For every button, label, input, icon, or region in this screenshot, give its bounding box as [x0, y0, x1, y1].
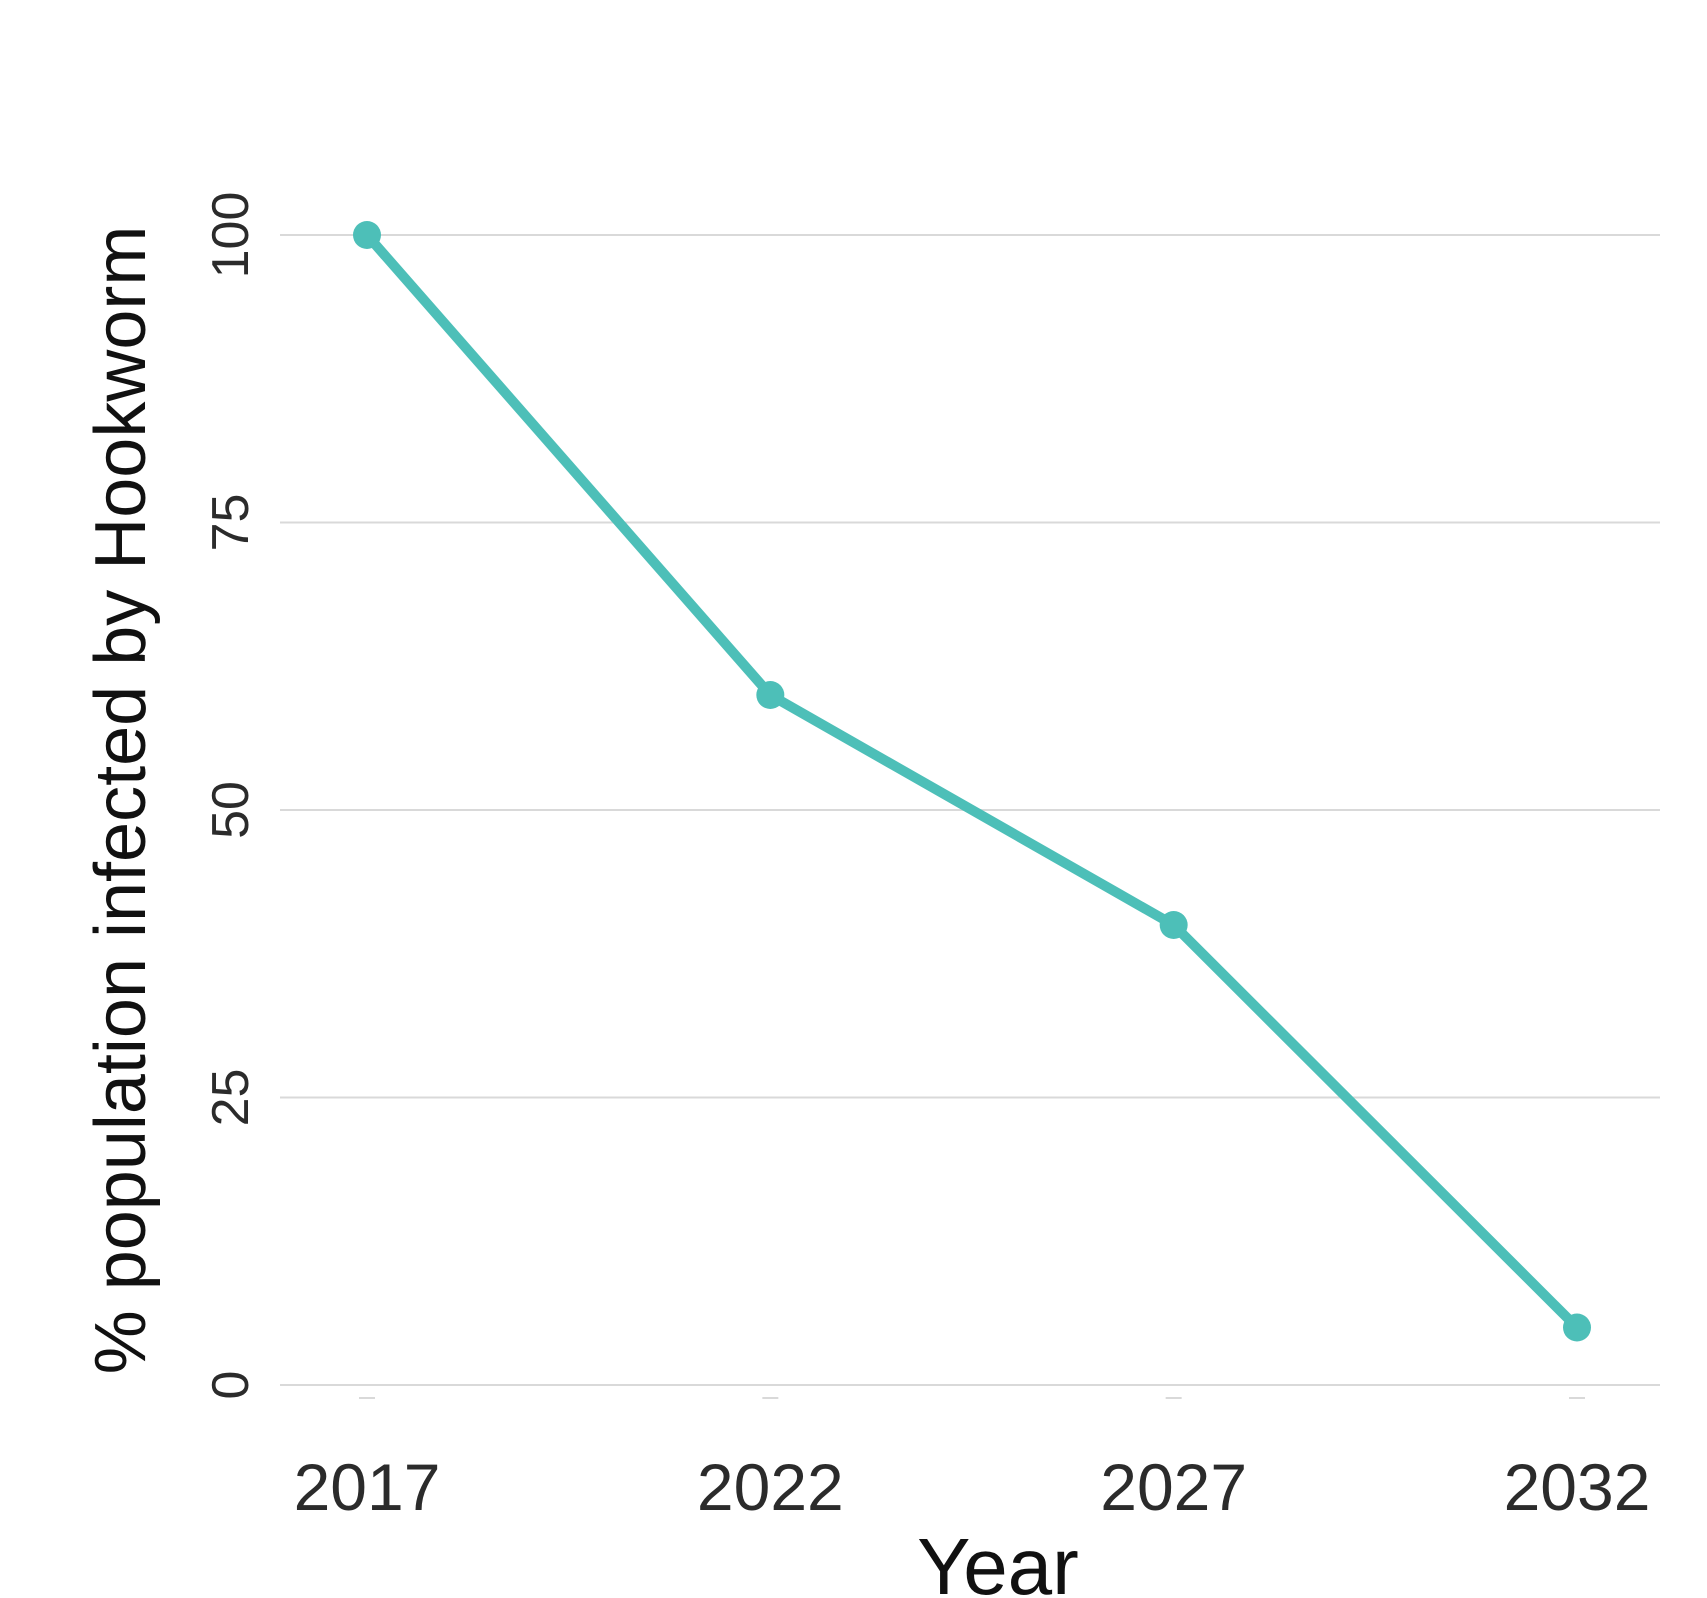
x-tick-labels: 2017 2022 2027 2032: [294, 1450, 1651, 1524]
y-tick-label: 100: [202, 192, 260, 279]
data-point: [353, 221, 381, 249]
y-tick-label: 25: [202, 1069, 260, 1127]
y-tick-label: 0: [202, 1371, 260, 1400]
series-layer: [353, 221, 1591, 1342]
y-tick-label: 50: [202, 781, 260, 839]
x-tick-label: 2022: [697, 1450, 844, 1524]
data-point: [1563, 1313, 1591, 1342]
x-tick-label: 2027: [1100, 1450, 1247, 1524]
y-tick-label: 75: [202, 494, 260, 552]
y-tick-labels: 0 25 50 75 100: [202, 192, 260, 1400]
x-tick-label: 2017: [294, 1450, 441, 1524]
x-tick-label: 2032: [1504, 1450, 1651, 1524]
x-axis-title: Year: [917, 1522, 1079, 1598]
y-axis-title: % population infected by Hookworm: [81, 226, 161, 1375]
data-point: [1159, 911, 1188, 939]
series-line: [362, 230, 1582, 1333]
data-point: [756, 681, 785, 709]
